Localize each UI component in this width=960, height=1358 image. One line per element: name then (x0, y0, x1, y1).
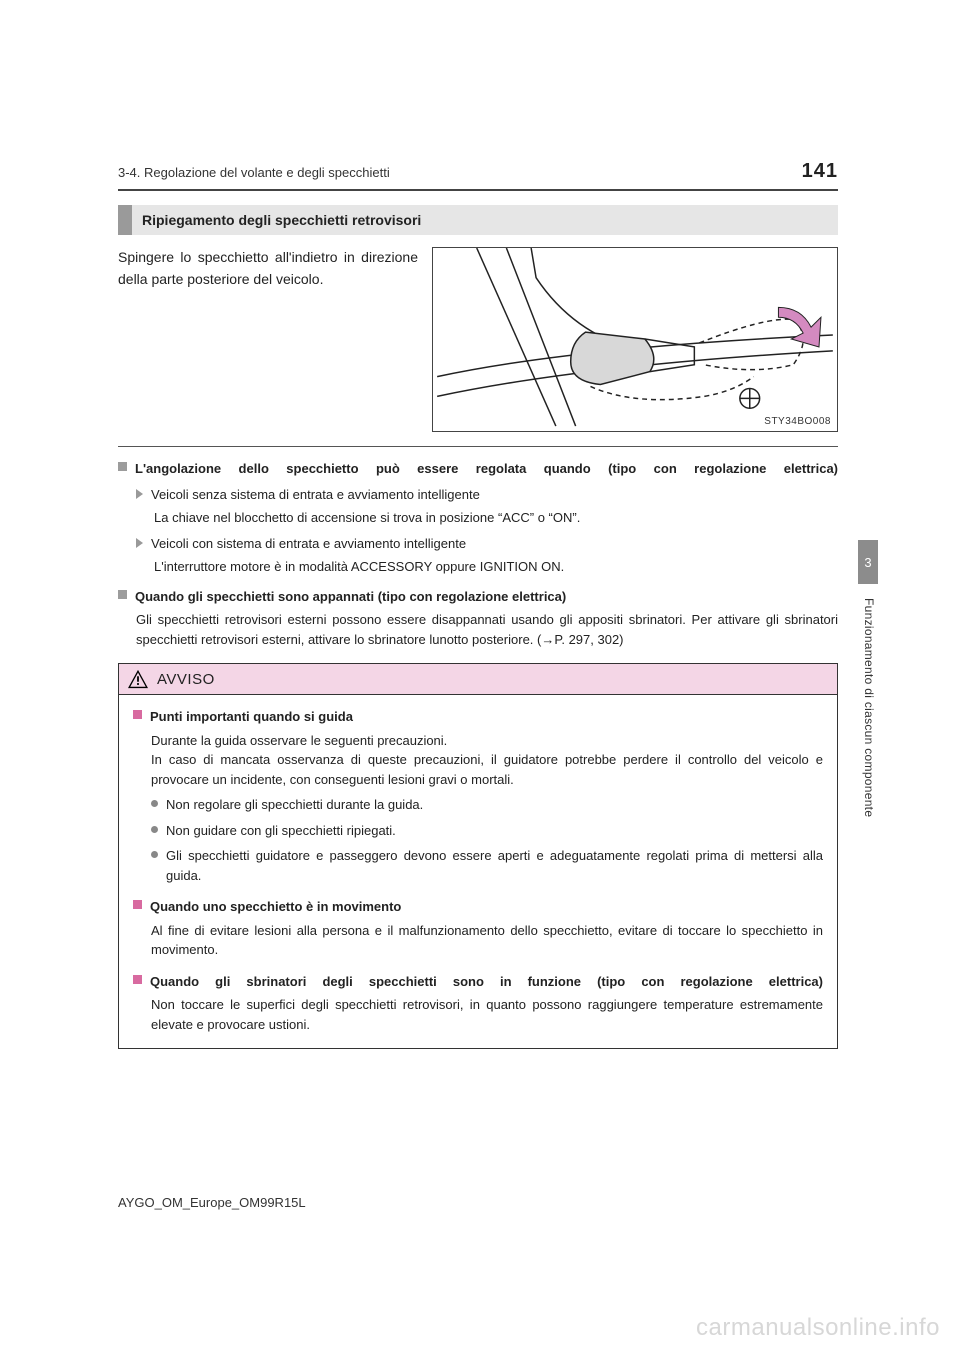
notes-block: L'angolazione dello specchietto può esse… (118, 459, 838, 649)
watermark-text: carmanualsonline.info (696, 1314, 940, 1342)
dot-bullet-icon (151, 826, 158, 833)
chapter-side-label: Funzionamento di ciascun componente (862, 598, 876, 817)
warning-s1-b2: Non guidare con gli specchietti ripiegat… (166, 821, 396, 841)
dot-bullet-icon (151, 800, 158, 807)
warning-s1-p2: In caso di mancata osservanza di queste … (133, 750, 823, 789)
dot-bullet-icon (151, 851, 158, 858)
warning-s1-p1: Durante la guida osservare le seguenti p… (133, 731, 823, 751)
section-title-bar: Ripiegamento degli specchietti retroviso… (118, 205, 838, 235)
page-header: 3-4. Regolazione del volante e degli spe… (118, 160, 838, 191)
note-2-body: Gli specchietti retrovisori esterni poss… (118, 610, 838, 649)
divider (118, 446, 838, 447)
square-bullet-icon (118, 590, 127, 599)
square-bullet-pink-icon (133, 900, 142, 909)
warning-section-1: Punti importanti quando si guida Durante… (133, 707, 823, 885)
mirror-fold-svg (433, 248, 837, 431)
note-2-title: Quando gli specchietti sono appannati (t… (135, 587, 566, 607)
chapter-tab: 3 (858, 540, 878, 584)
figure-label: STY34BO008 (764, 416, 831, 427)
warning-s3-body: Non toccare le superfici degli specchiet… (133, 995, 823, 1034)
page-number: 141 (802, 160, 838, 183)
note-1-sub2: Veicoli con sistema di entrata e avviame… (151, 534, 466, 554)
note-2: Quando gli specchietti sono appannati (t… (118, 587, 838, 650)
document-code: AYGO_OM_Europe_OM99R15L (118, 1195, 306, 1210)
warning-s1-b3: Gli specchietti guidatore e passeggero d… (166, 846, 823, 885)
warning-section-3: Quando gli sbrinatori degli specchietti … (133, 972, 823, 1035)
warning-section-2: Quando uno specchietto è in movimento Al… (133, 897, 823, 960)
warning-s2-title: Quando uno specchietto è in movimento (150, 897, 401, 917)
warning-s1-title: Punti importanti quando si guida (150, 707, 353, 727)
note-1-sub1: Veicoli senza sistema di entrata e avvia… (151, 485, 480, 505)
warning-header: AVVISO (118, 663, 838, 694)
fold-instruction-text: Spingere lo specchietto all'indietro in … (118, 247, 418, 432)
note-1-title: L'angolazione dello specchietto può esse… (135, 459, 838, 479)
square-bullet-pink-icon (133, 710, 142, 719)
warning-s1-b1: Non regolare gli specchietti durante la … (166, 795, 423, 815)
warning-triangle-icon (127, 669, 149, 689)
warning-s3-title: Quando gli sbrinatori degli specchietti … (150, 972, 823, 992)
fold-row: Spingere lo specchietto all'indietro in … (118, 247, 838, 432)
mirror-fold-figure: STY34BO008 (432, 247, 838, 432)
note-1-line1: La chiave nel blocchetto di accensione s… (136, 508, 838, 528)
triangle-bullet-icon (136, 489, 143, 499)
warning-s2-body: Al fine di evitare lesioni alla persona … (133, 921, 823, 960)
section-path: 3-4. Regolazione del volante e degli spe… (118, 165, 802, 180)
warning-body: Punti importanti quando si guida Durante… (118, 694, 838, 1049)
warning-title: AVVISO (157, 671, 215, 688)
page-content: 3-4. Regolazione del volante e degli spe… (118, 160, 838, 1049)
square-bullet-pink-icon (133, 975, 142, 984)
note-1-line2: L'interruttore motore è in modalità ACCE… (136, 557, 838, 577)
note-1: L'angolazione dello specchietto può esse… (118, 459, 838, 577)
warning-box: AVVISO Punti importanti quando si guida … (118, 663, 838, 1049)
square-bullet-icon (118, 462, 127, 471)
triangle-bullet-icon (136, 538, 143, 548)
